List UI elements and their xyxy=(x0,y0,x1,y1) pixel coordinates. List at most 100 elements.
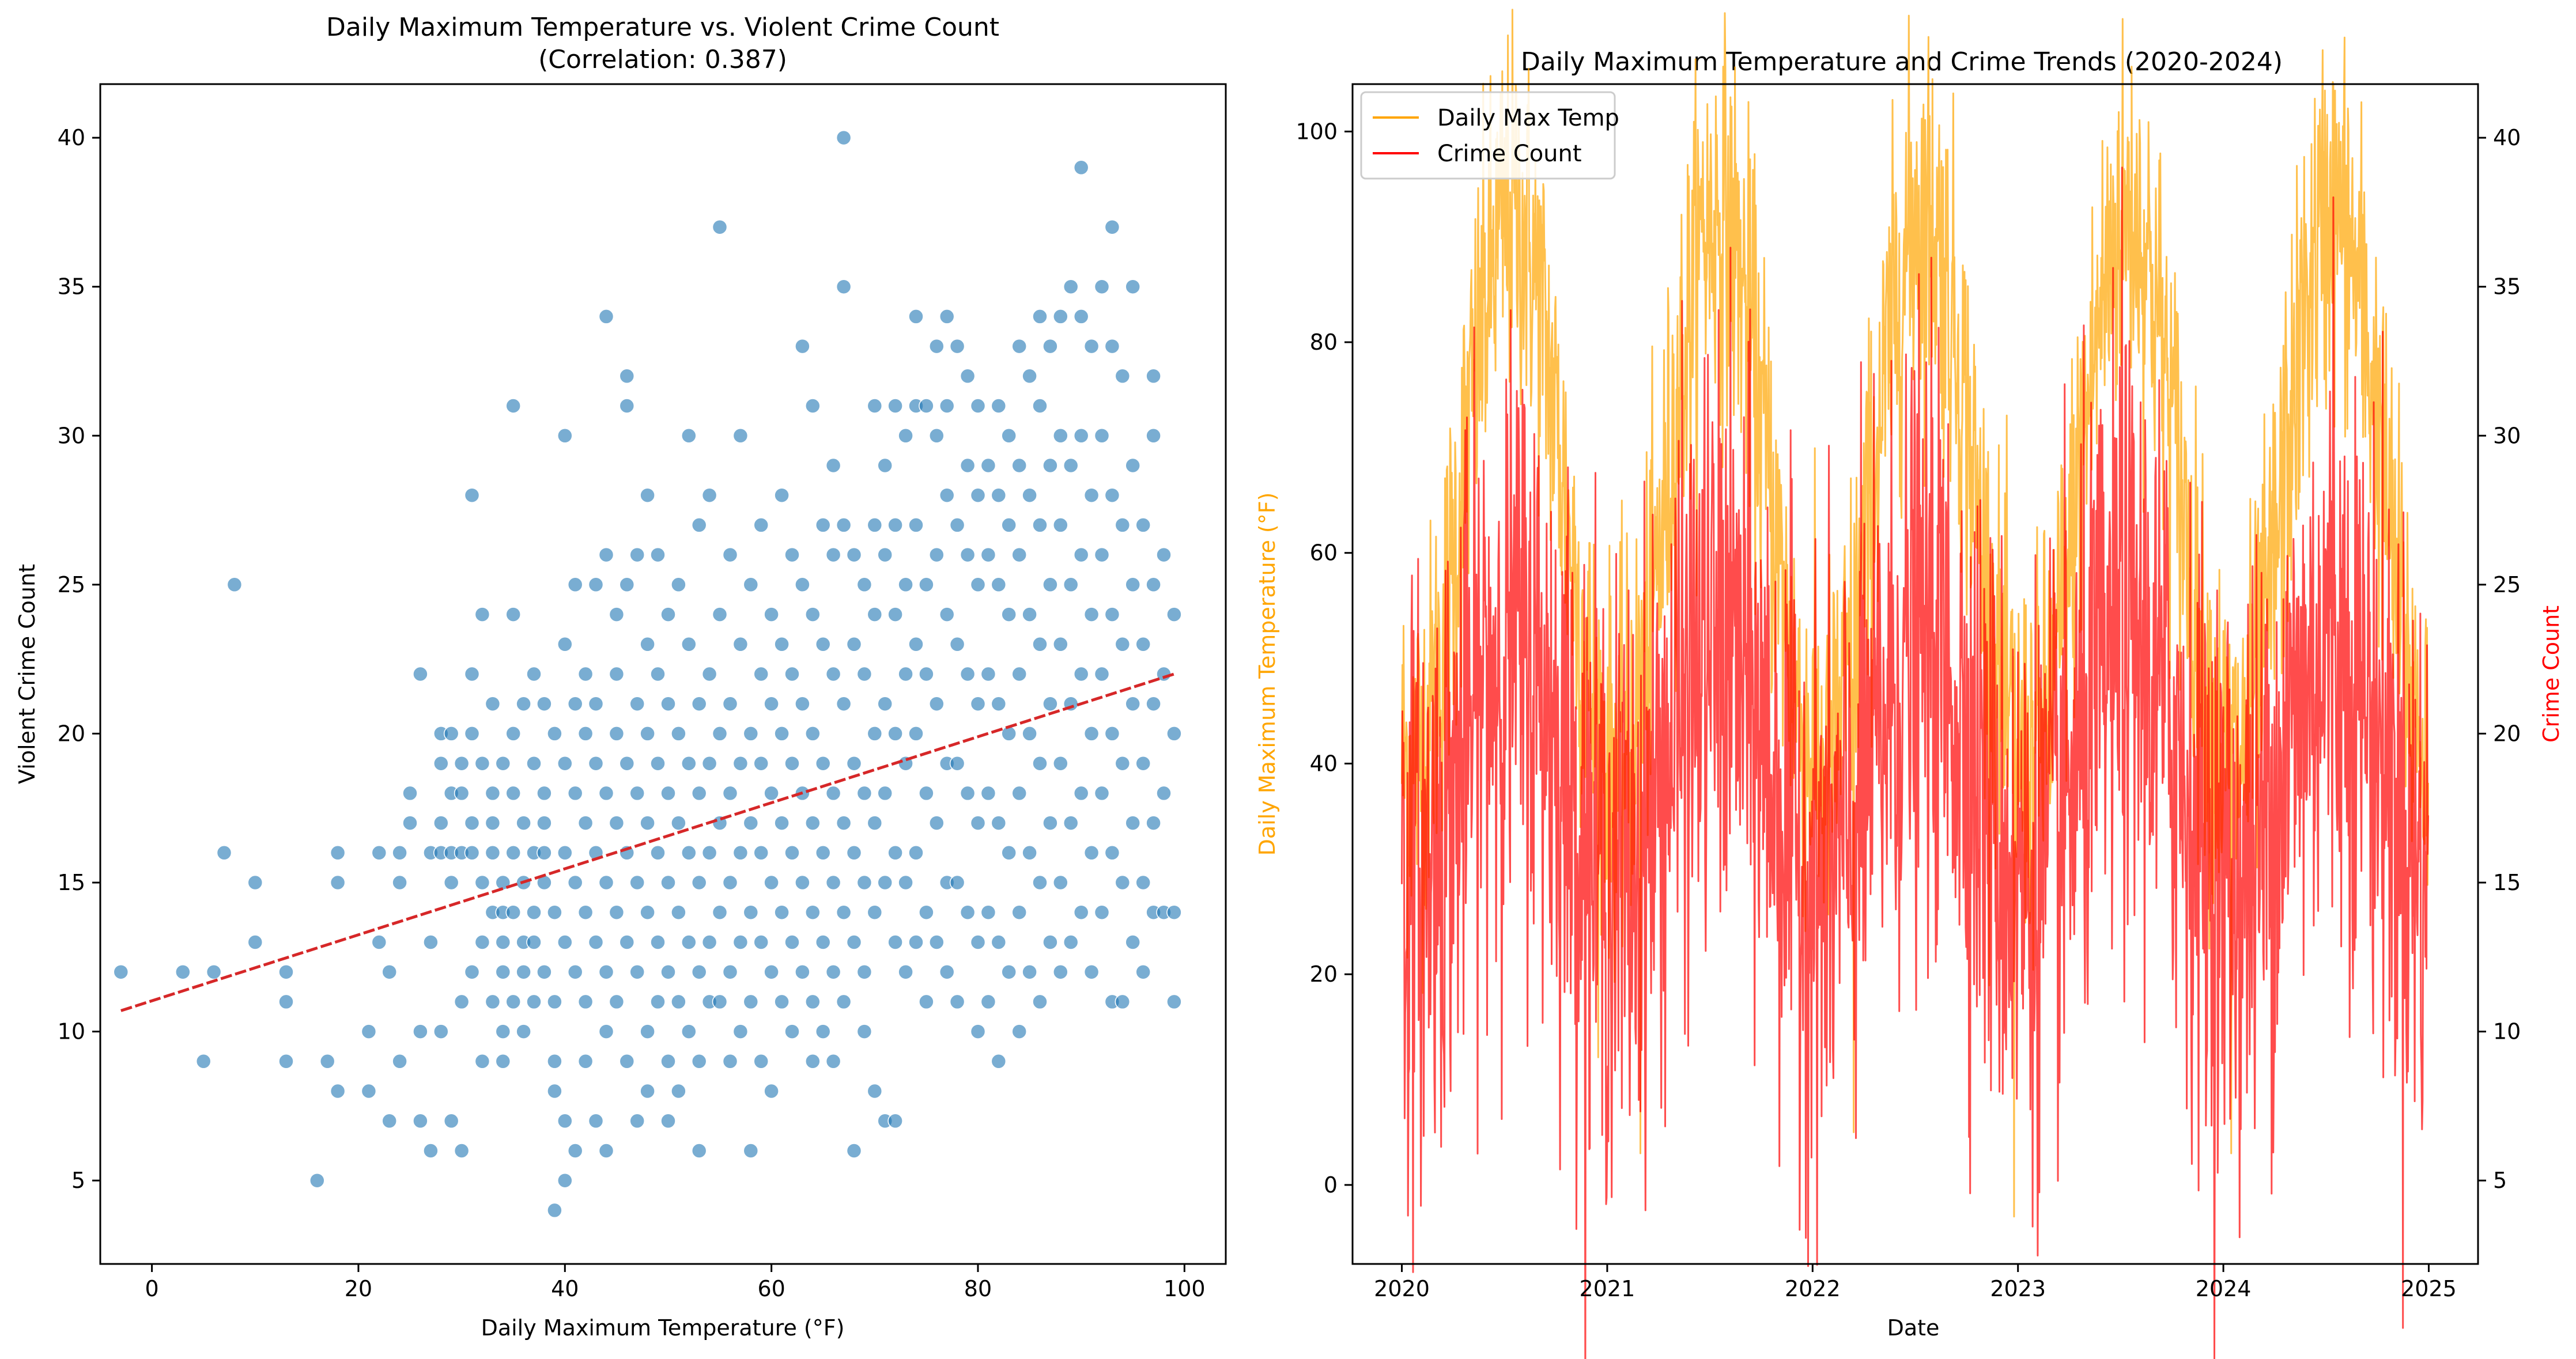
scatter-x-ticks: 0 20 40 60 80 100 xyxy=(145,1264,1206,1301)
scatter-point xyxy=(784,666,800,682)
scatter-point xyxy=(980,666,996,682)
scatter-point xyxy=(846,547,862,563)
scatter-point xyxy=(1011,547,1027,563)
scatter-point xyxy=(443,1113,459,1129)
scatter-point xyxy=(825,1054,841,1069)
scatter-point xyxy=(226,577,243,593)
scatter-point xyxy=(877,547,893,563)
scatter-point xyxy=(970,696,986,711)
scatter-point xyxy=(712,607,728,622)
scatter-point xyxy=(691,1054,707,1069)
scatter-point xyxy=(464,845,480,861)
scatter-point xyxy=(691,964,707,980)
scatter-point xyxy=(1104,726,1120,741)
legend-label-temp: Daily Max Temp xyxy=(1437,105,1619,131)
scatter-point xyxy=(784,845,800,861)
scatter-point xyxy=(795,964,810,980)
scatter-point xyxy=(991,398,1007,414)
scatter-point xyxy=(1001,964,1017,980)
scatter-point xyxy=(681,1024,697,1039)
temp-y-tick-label: 60 xyxy=(1310,540,1338,566)
scatter-point xyxy=(1053,875,1068,891)
scatter-point xyxy=(650,934,666,950)
scatter-point xyxy=(970,1024,986,1039)
scatter-point xyxy=(1011,666,1027,682)
scatter-point xyxy=(640,1083,655,1099)
crime-y-tick-label: 20 xyxy=(2493,721,2521,746)
scatter-point xyxy=(505,994,521,1010)
scatter-point xyxy=(774,815,790,831)
scatter-point xyxy=(681,755,697,771)
scatter-point xyxy=(609,904,625,920)
scatter-point xyxy=(495,755,511,771)
scatter-point xyxy=(588,1113,604,1129)
crime-y-tick-label: 35 xyxy=(2493,274,2521,300)
scatter-point xyxy=(691,696,707,711)
scatter-point xyxy=(516,815,531,831)
scatter-point xyxy=(908,845,924,861)
scatter-point xyxy=(805,398,821,414)
scatter-point xyxy=(537,845,552,861)
scatter-point xyxy=(1104,607,1120,622)
scatter-point xyxy=(547,904,562,920)
scatter-point xyxy=(567,875,583,891)
scatter-point xyxy=(557,637,573,652)
scatter-point xyxy=(526,934,542,950)
scatter-point xyxy=(991,696,1007,711)
scatter-point xyxy=(980,547,996,563)
scatter-point xyxy=(495,1054,511,1069)
scatter-point xyxy=(598,1024,614,1039)
scatter-point xyxy=(919,398,934,414)
scatter-point xyxy=(691,875,707,891)
scatter-point xyxy=(836,517,852,533)
scatter-point xyxy=(1125,934,1140,950)
scatter-point xyxy=(825,547,841,563)
scatter-point xyxy=(929,428,945,444)
scatter-point xyxy=(701,934,717,950)
scatter-point xyxy=(1104,219,1120,235)
scatter-point xyxy=(577,815,594,831)
scatter-point xyxy=(1166,994,1182,1010)
scatter-point xyxy=(774,726,790,741)
temp-axis-ticks: 0 20 40 60 80 100 xyxy=(1295,119,1353,1198)
scatter-point xyxy=(856,1024,872,1039)
scatter-point xyxy=(867,815,883,831)
scatter-point xyxy=(650,845,666,861)
scatter-point xyxy=(877,785,893,801)
scatter-point xyxy=(1094,785,1110,801)
scatter-point xyxy=(949,755,965,771)
scatter-point xyxy=(247,934,263,950)
scatter-point xyxy=(970,934,986,950)
scatter-point xyxy=(1166,607,1182,622)
scatter-point xyxy=(567,1143,583,1159)
scatter-point xyxy=(495,1024,511,1039)
scatter-point xyxy=(1094,279,1110,294)
scatter-point xyxy=(547,1202,562,1218)
scatter-point xyxy=(970,815,986,831)
scatter-point xyxy=(898,875,913,891)
scatter-point xyxy=(660,1113,676,1129)
scatter-point xyxy=(1032,755,1048,771)
scatter-point xyxy=(454,994,470,1010)
scatter-point xyxy=(856,785,872,801)
scatter-y-tick-label: 5 xyxy=(71,1168,85,1193)
scatter-point xyxy=(1043,934,1058,950)
scatter-point xyxy=(1115,994,1131,1010)
scatter-point xyxy=(887,845,903,861)
scatter-point xyxy=(887,517,903,533)
scatter-point xyxy=(443,726,459,741)
scatter-point xyxy=(1166,904,1182,920)
scatter-point xyxy=(712,726,728,741)
scatter-point xyxy=(939,398,955,414)
scatter-point xyxy=(691,785,707,801)
scatter-point xyxy=(278,1054,294,1069)
scatter-point xyxy=(361,1083,377,1099)
scatter-point xyxy=(1115,755,1131,771)
scatter-point xyxy=(929,934,945,950)
scatter-point xyxy=(949,994,965,1010)
scatter-point xyxy=(1053,637,1068,652)
scatter-point xyxy=(1001,726,1017,741)
scatter-point xyxy=(505,904,521,920)
scatter-point xyxy=(825,666,841,682)
scatter-point xyxy=(629,696,645,711)
